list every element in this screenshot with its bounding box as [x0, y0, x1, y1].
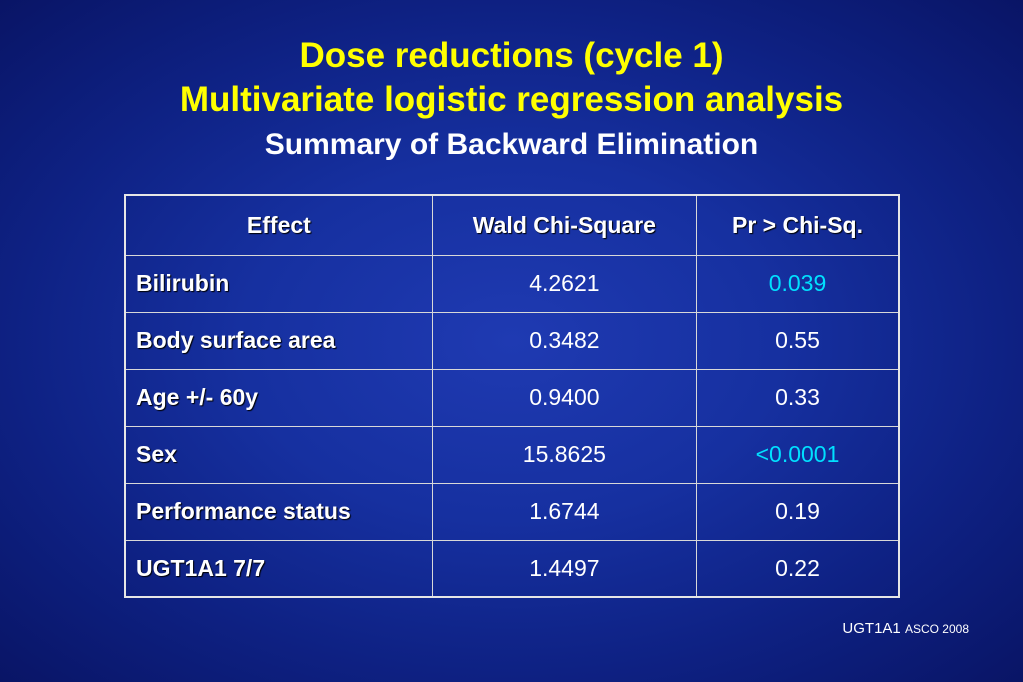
- row-wald: 1.4497: [431, 539, 697, 598]
- row-p-value: 0.22: [695, 539, 900, 598]
- row-p-value: 0.33: [695, 368, 900, 427]
- row-effect: Body surface area: [124, 311, 433, 370]
- footer-conference-label: ASCO 2008: [904, 622, 969, 636]
- row-p-value: <0.0001: [695, 425, 900, 484]
- slide-title-line-1: Dose reductions (cycle 1): [299, 36, 724, 75]
- row-p-value: 0.039: [695, 254, 900, 313]
- slide-title-block: Dose reductions (cycle 1) Multivariate l…: [0, 34, 1023, 164]
- table-row: Performance status 1.6744 0.19: [124, 482, 900, 541]
- table-row: Body surface area 0.3482 0.55: [124, 311, 900, 370]
- table-row: Sex 15.8625 <0.0001: [124, 425, 900, 484]
- row-effect: Sex: [124, 425, 433, 484]
- header-wald-chi-square: Wald Chi-Square: [431, 194, 697, 256]
- regression-table: Effect Wald Chi-Square Pr > Chi-Sq. Bili…: [124, 194, 900, 598]
- row-wald: 0.9400: [431, 368, 697, 427]
- header-effect: Effect: [124, 194, 433, 256]
- row-effect: Age +/- 60y: [124, 368, 433, 427]
- table-row: UGT1A1 7/7 1.4497 0.22: [124, 539, 900, 598]
- table-header-row: Effect Wald Chi-Square Pr > Chi-Sq.: [124, 194, 900, 256]
- footer-gene-label: UGT1A1: [842, 620, 901, 637]
- row-effect: Bilirubin: [124, 254, 433, 313]
- slide-title-line-2: Multivariate logistic regression analysi…: [179, 80, 844, 119]
- row-p-value: 0.55: [695, 311, 900, 370]
- row-effect: Performance status: [124, 482, 433, 541]
- slide-subtitle: Summary of Backward Elimination: [264, 128, 759, 161]
- row-wald: 15.8625: [431, 425, 697, 484]
- table-row: Age +/- 60y 0.9400 0.33: [124, 368, 900, 427]
- slide-footer: UGT1A1 ASCO 2008: [842, 620, 969, 637]
- header-p-value: Pr > Chi-Sq.: [695, 194, 900, 256]
- row-wald: 0.3482: [431, 311, 697, 370]
- row-wald: 4.2621: [431, 254, 697, 313]
- row-p-value: 0.19: [695, 482, 900, 541]
- row-wald: 1.6744: [431, 482, 697, 541]
- row-effect: UGT1A1 7/7: [124, 539, 433, 598]
- table-row: Bilirubin 4.2621 0.039: [124, 254, 900, 313]
